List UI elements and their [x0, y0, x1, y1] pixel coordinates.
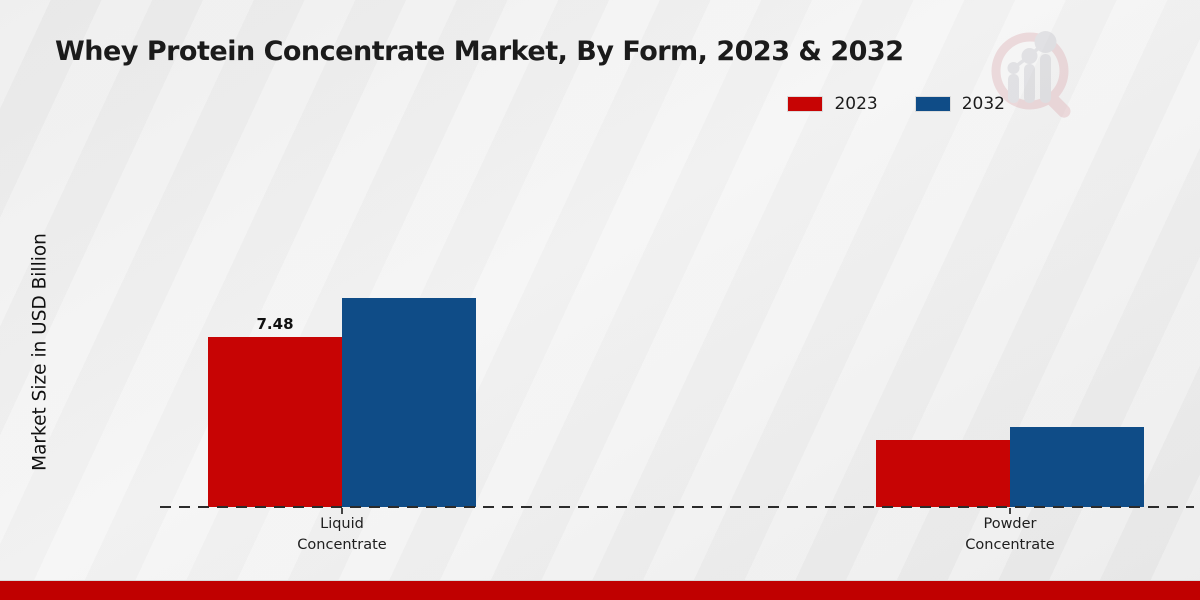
legend-label-2023: 2023 — [834, 94, 878, 114]
bar-2023-powder-concentrate — [876, 439, 1010, 507]
legend-label-2032: 2032 — [961, 94, 1005, 114]
x-axis-tick — [341, 508, 343, 514]
category-label-powder-concentrate: Powder Concentrate — [965, 516, 1055, 554]
bar-2023-liquid-concentrate — [208, 337, 342, 507]
value-label-2023-liquid-concentrate: 7.48 — [256, 315, 294, 333]
magnifier-chart-logo-icon — [991, 31, 1071, 118]
x-axis-tick — [1009, 508, 1011, 514]
footer-accent-bar — [0, 580, 1200, 600]
legend-swatch-2032 — [915, 97, 950, 111]
chart-title: Whey Protein Concentrate Market, By Form… — [55, 36, 904, 67]
x-axis-baseline — [160, 506, 1194, 509]
legend-swatch-2023 — [788, 97, 823, 111]
category-label-liquid-concentrate: Liquid Concentrate — [297, 516, 387, 554]
bar-2032-powder-concentrate — [1010, 427, 1144, 507]
bar-2032-liquid-concentrate — [342, 297, 476, 507]
legend-item-2032: 2032 — [915, 94, 1005, 114]
legend-item-2023: 2023 — [788, 94, 878, 114]
y-axis-label: Market Size in USD Billion — [29, 233, 51, 471]
legend: 2023 2032 — [788, 94, 1005, 114]
